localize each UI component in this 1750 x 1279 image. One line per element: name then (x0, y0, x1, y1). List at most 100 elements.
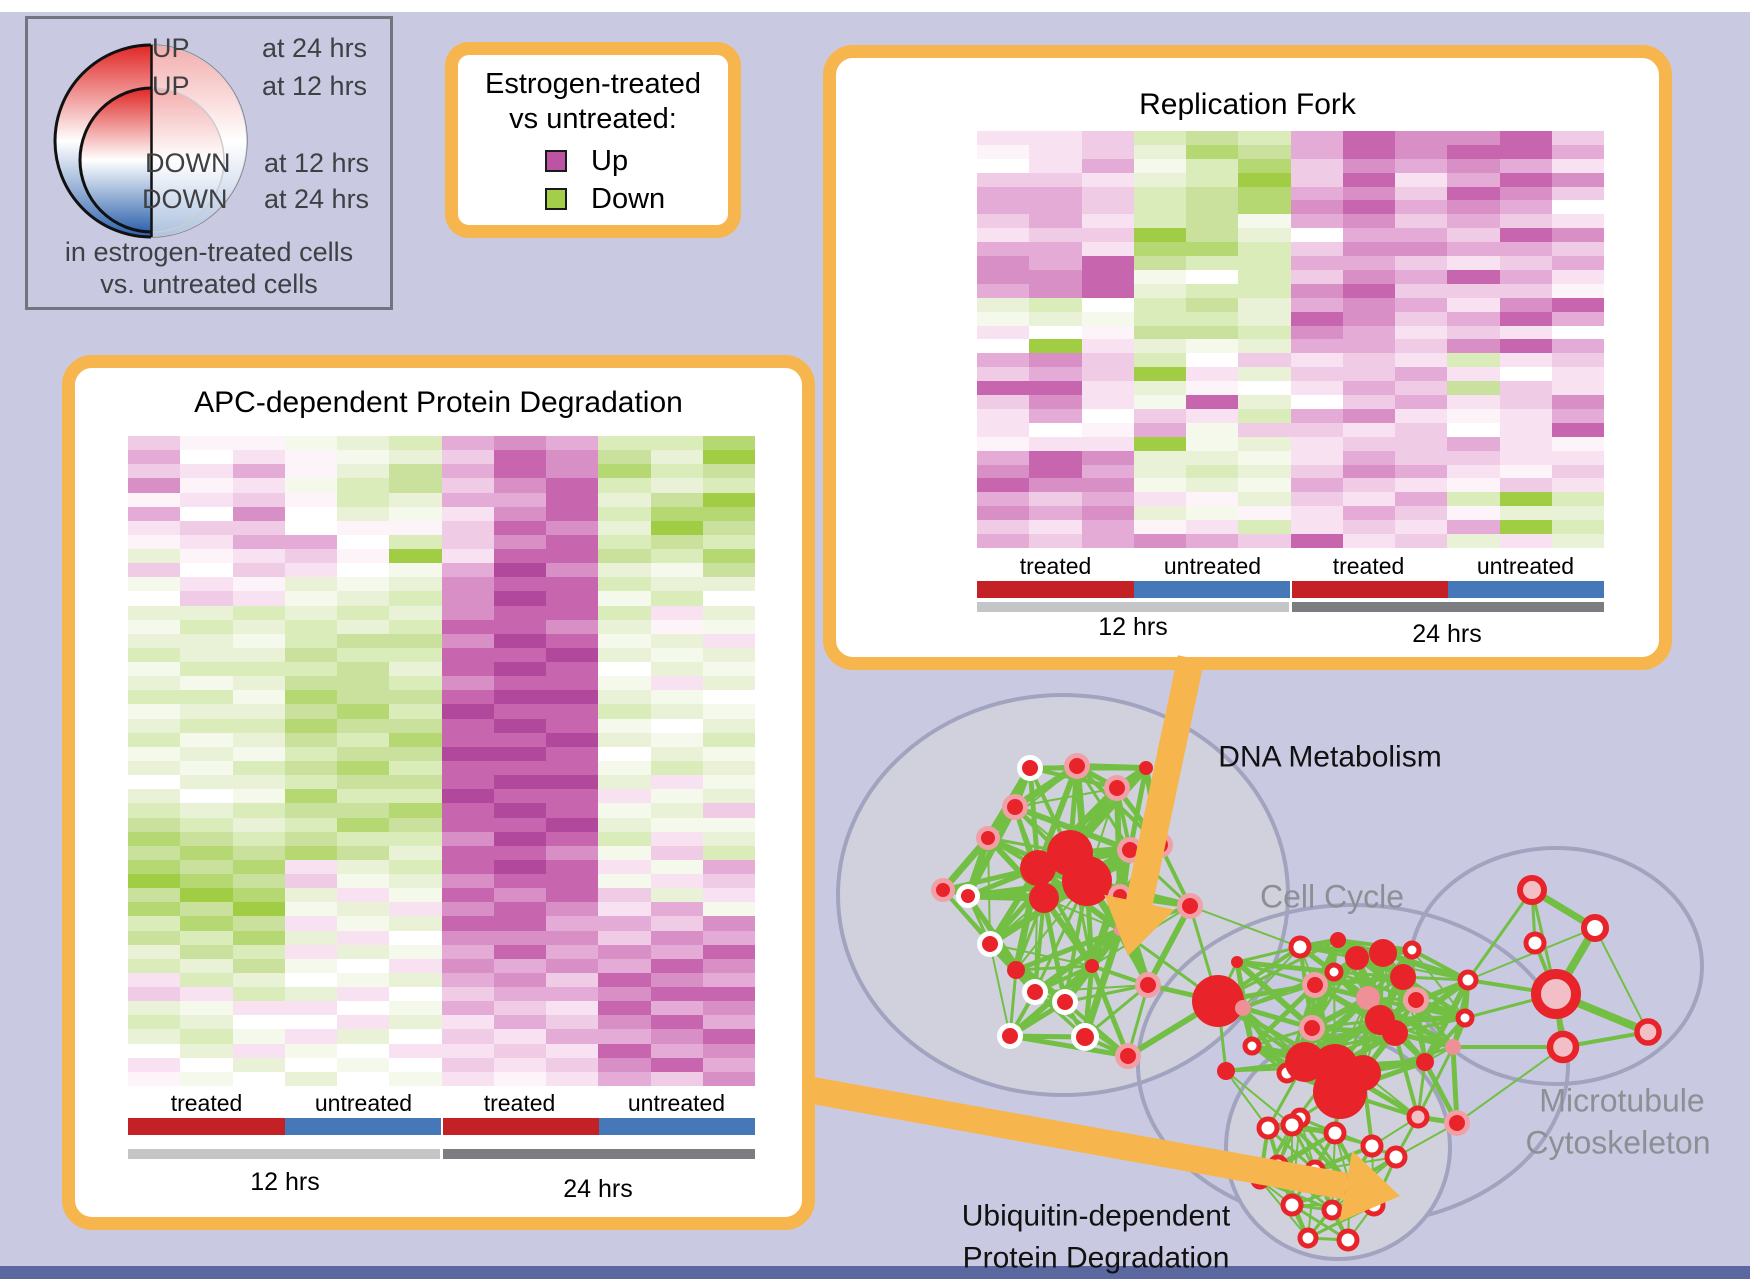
heatmap-cell (337, 464, 390, 479)
heatmap-cell (232, 633, 285, 648)
heatmap-cell (598, 944, 651, 959)
heatmap-cell (1081, 353, 1134, 368)
heatmap-cell (441, 662, 494, 677)
heatmap-cell (1395, 172, 1448, 187)
network-edge (1084, 879, 1123, 932)
heatmap-cell (546, 1015, 599, 1030)
heatmap-cell (180, 958, 233, 973)
replication-fork-heatmap (977, 131, 1604, 548)
heatmap-cell (284, 972, 337, 988)
heatmap-cell (1133, 395, 1186, 409)
heatmap-cell (493, 789, 546, 804)
heatmap-cell (1342, 506, 1395, 521)
heatmap-cell (232, 704, 285, 719)
heatmap-cell (284, 704, 337, 719)
network-edge (1116, 894, 1152, 987)
heatmap-cell (1447, 395, 1500, 409)
network-node (1360, 1134, 1384, 1158)
heatmap-cell (180, 436, 233, 451)
network-edge (1267, 1116, 1301, 1130)
network-edge (1014, 787, 1118, 808)
network-edge (1076, 763, 1147, 771)
heatmap-cell (546, 704, 599, 719)
heatmap-cell (1290, 450, 1343, 465)
heatmap-cell (598, 549, 651, 564)
network-edge (1297, 1054, 1306, 1063)
heatmap-cell (1342, 214, 1395, 229)
heatmap-cell (441, 520, 494, 535)
heatmap-cell (128, 761, 181, 776)
heatmap-cell (1081, 478, 1134, 493)
heatmap-cell (232, 1029, 285, 1044)
heatmap-cell (1290, 436, 1343, 451)
heatmap-cell (493, 1057, 546, 1072)
network-edge (1015, 964, 1093, 972)
heatmap-cell (598, 746, 651, 761)
heatmap-cell (180, 464, 233, 479)
heatmap-cell (977, 436, 1030, 451)
network-node (1304, 1020, 1320, 1036)
heatmap-cell (702, 987, 755, 1002)
heatmap-cell (389, 577, 442, 592)
heatmap-cell (702, 704, 755, 719)
heatmap-cell (1551, 339, 1604, 354)
network-edge (986, 805, 1017, 840)
heatmap-cell (1186, 408, 1239, 423)
heatmap-cell (1029, 436, 1082, 451)
heatmap-cell (232, 676, 285, 691)
network-edge (1225, 1060, 1306, 1073)
heatmap-cell (1133, 492, 1186, 507)
network-node (976, 826, 1000, 850)
heatmap-cell (128, 436, 181, 451)
network-edge (1378, 1018, 1397, 1035)
panel-to-cluster-arrowhead (1104, 894, 1175, 956)
network-edge (988, 851, 1072, 946)
network-edge (1333, 971, 1336, 1068)
heatmap-cell (337, 1057, 390, 1072)
network-edge (1216, 999, 1307, 1064)
heatmap-cell (1186, 464, 1239, 479)
heatmap-cell (441, 704, 494, 719)
network-edge (1062, 927, 1123, 1005)
heatmap-cell (1551, 228, 1604, 243)
heatmap-cell (441, 746, 494, 761)
heatmap-cell (284, 1001, 337, 1016)
heatmap-cell (128, 577, 181, 592)
heatmap-cell (1342, 395, 1395, 409)
heatmap-cell (1290, 200, 1343, 215)
rf-group-label-4: untreated (1476, 553, 1575, 579)
network-node (1007, 799, 1023, 815)
network-edge (1530, 889, 1558, 995)
heatmap-cell (389, 1043, 442, 1058)
network-edge (1381, 951, 1405, 979)
heatmap-cell (337, 930, 390, 945)
heatmap-cell (441, 845, 494, 860)
heatmap-cell (1029, 131, 1082, 145)
heatmap-cell (128, 916, 181, 931)
heatmap-cell (546, 647, 599, 663)
network-edge (1029, 764, 1078, 770)
heatmap-cell (232, 647, 285, 663)
network-node (1027, 984, 1043, 1000)
heatmap-cell (493, 478, 546, 493)
heatmap-cell (650, 436, 703, 451)
network-edge (1333, 1091, 1342, 1134)
heatmap-cell (389, 916, 442, 931)
heatmap-cell (977, 283, 1030, 298)
heatmap-cell (337, 902, 390, 917)
network-edge (966, 894, 1018, 972)
network-edge (1402, 976, 1454, 1048)
heatmap-cell (1133, 464, 1186, 479)
network-edge (1367, 996, 1466, 1020)
heatmap-cell (650, 506, 703, 521)
heatmap-cell (389, 930, 442, 945)
heatmap-cell (1290, 367, 1343, 382)
heatmap-cell (1499, 367, 1552, 382)
network-node (1064, 753, 1090, 779)
network-edge (1299, 1116, 1336, 1135)
heatmap-cell (441, 464, 494, 479)
heatmap-cell (337, 690, 390, 705)
heatmap-cell (977, 422, 1030, 437)
network-edge (1311, 1025, 1396, 1036)
